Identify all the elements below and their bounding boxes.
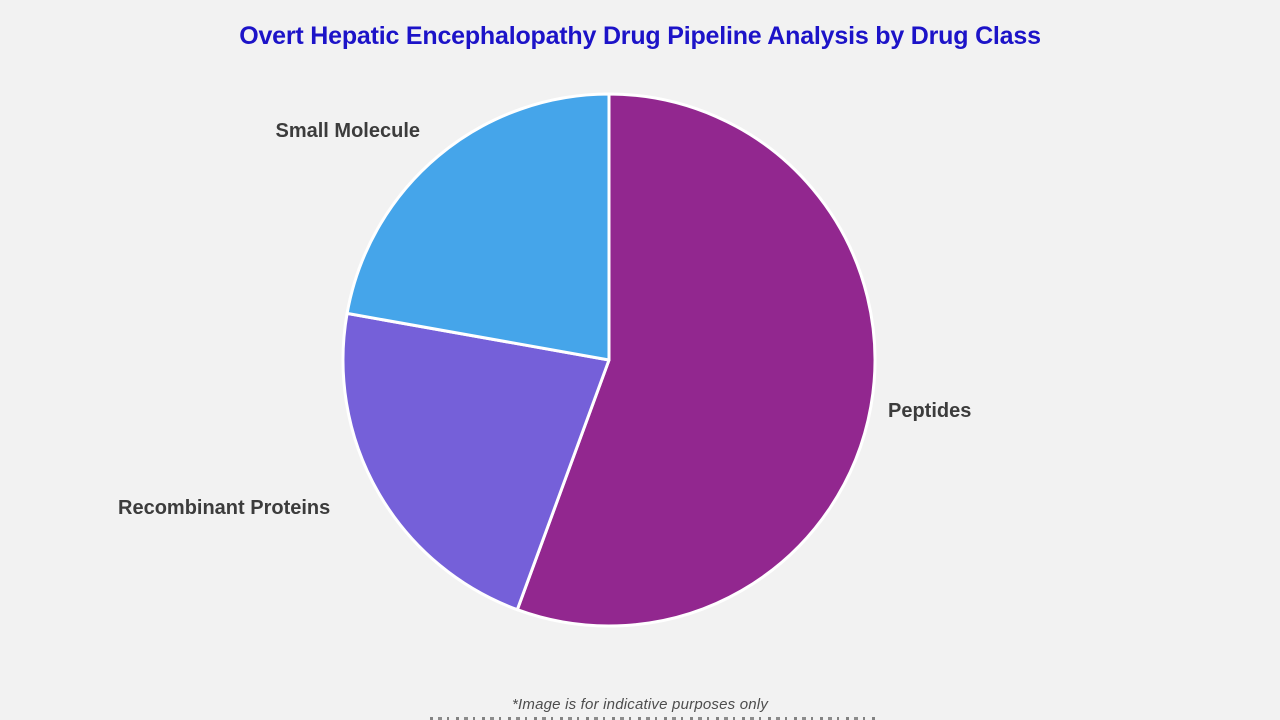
- clipped-text-line: [430, 717, 875, 720]
- chart-title: Overt Hepatic Encephalopathy Drug Pipeli…: [239, 22, 1041, 50]
- pie-slice-recombinant-proteins: [341, 311, 611, 612]
- slice-label-recombinant-proteins: Recombinant Proteins: [118, 497, 331, 519]
- pie-slice-peptides: [515, 92, 877, 628]
- slice-label-peptides: Peptides: [888, 400, 972, 422]
- pie-slice-small-molecule: [345, 92, 611, 362]
- slice-label-small-molecule: Small Molecule: [275, 120, 421, 142]
- footer-note: *Image is for indicative purposes only: [511, 696, 769, 713]
